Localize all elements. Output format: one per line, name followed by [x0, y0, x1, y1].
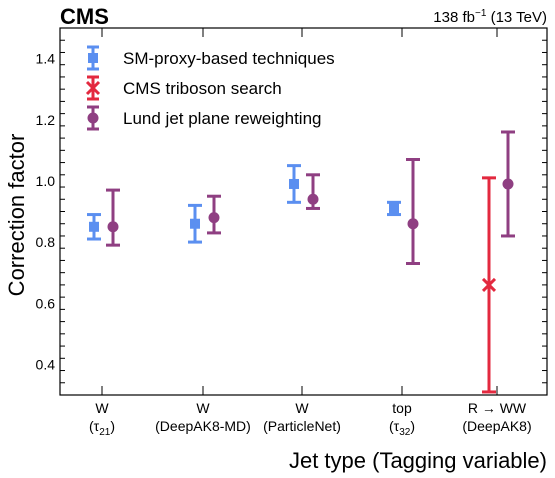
- legend-label: Lund jet plane reweighting: [123, 109, 321, 128]
- x-axis-title: Jet type (Tagging variable): [289, 448, 547, 473]
- cms-label: CMS: [60, 4, 109, 29]
- y-tick-label: 1.4: [36, 51, 56, 67]
- data-point: [307, 193, 319, 205]
- x-category-label: W: [196, 400, 210, 416]
- series-square: [87, 164, 401, 244]
- y-tick-label: 0.8: [36, 234, 56, 250]
- x-category-sublabel: (DeepAK8-MD): [155, 418, 251, 434]
- y-tick-label: 1.0: [36, 173, 56, 189]
- data-point: [289, 178, 299, 189]
- data-point: [407, 218, 419, 230]
- y-tick-label: 0.4: [36, 356, 56, 372]
- x-category-sublabel: (τ21): [89, 418, 115, 438]
- x-category-sublabel: (DeepAK8): [462, 418, 531, 434]
- data-point: [389, 203, 399, 214]
- legend-label: CMS triboson search: [123, 79, 282, 98]
- series-circle: [106, 130, 515, 265]
- data-point: [502, 178, 514, 190]
- y-axis-title: Correction factor: [4, 134, 29, 297]
- data-series: [87, 130, 515, 394]
- lumi-label: 138 fb−1 (13 TeV): [433, 8, 547, 26]
- x-category-label: W: [95, 400, 109, 416]
- legend-label: SM-proxy-based techniques: [123, 49, 335, 68]
- data-point: [89, 221, 99, 232]
- x-category-sublabel: (τ32): [389, 418, 415, 438]
- legend: SM-proxy-based techniques CMS triboson se…: [85, 45, 335, 131]
- x-axis: W (τ21) W (DeepAK8-MD) W (ParticleNet) top (τ32…: [89, 28, 532, 438]
- data-point: [481, 277, 497, 292]
- data-point: [208, 212, 220, 224]
- y-tick-label: 1.2: [36, 112, 56, 128]
- x-category-label: W: [295, 400, 309, 416]
- x-category-label: top: [392, 400, 412, 416]
- data-point: [107, 221, 119, 233]
- legend-marker: [88, 53, 98, 63]
- data-point: [190, 218, 200, 229]
- series-cross: [481, 176, 497, 394]
- y-axis: 0.4 0.6 0.8 1.0 1.2 1.4: [36, 27, 547, 396]
- x-category-sublabel: (ParticleNet): [263, 418, 341, 434]
- y-tick-label: 0.6: [36, 295, 56, 311]
- legend-marker: [87, 112, 99, 124]
- legend-marker: [85, 80, 101, 96]
- x-category-label: R → WW: [468, 400, 527, 416]
